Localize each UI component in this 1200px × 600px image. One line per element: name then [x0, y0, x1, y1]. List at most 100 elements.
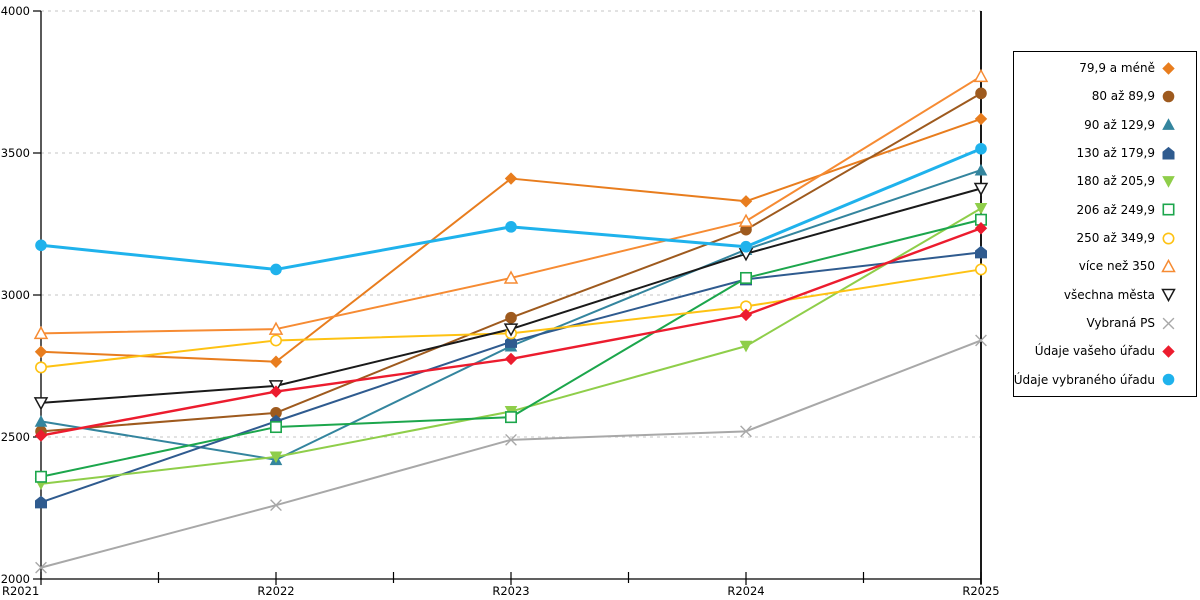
marker-udaje-vybraneho-uradu-R2023 [505, 221, 517, 233]
marker-vsechna-mesta-R2021 [33, 397, 49, 411]
circle-icon [1162, 90, 1175, 103]
marker-79-9-a-mene-R2021 [34, 345, 48, 358]
marker-79-9-a-mene-R2024 [739, 195, 753, 208]
y-tick-label-3000: 3000 [1, 288, 30, 302]
marker-80-az-89-9-R2022 [270, 407, 282, 419]
legend-item-label: Vybraná PS [1086, 316, 1155, 331]
marker-udaje-vybraneho-uradu-R2022 [270, 263, 282, 276]
series-line-80-az-89-9 [40, 92, 982, 433]
marker-vice-nez-350-R2024 [738, 213, 754, 227]
legend-item-90-az-129-9: 90 až 129,9 [1014, 111, 1196, 139]
legend-item-180-az-205-9: 180 až 205,9 [1014, 167, 1196, 195]
marker-206-az-249-9-R2022 [270, 421, 282, 434]
legend-item-vybrana-ps: Vybraná PS [1014, 309, 1196, 337]
triangle-up-open-glyph [1161, 258, 1176, 273]
marker-206-az-249-9-R2024 [740, 271, 752, 284]
triangle-up-icon [1162, 118, 1175, 131]
series-line-vsechna-mesta [40, 187, 982, 404]
triangle-up-glyph [1162, 118, 1175, 131]
x-tick-label-R2024: R2024 [727, 584, 764, 598]
marker-180-az-205-9-R2024 [739, 340, 753, 353]
marker-206-az-249-9-R2023 [505, 411, 517, 424]
triangle-down-icon [1162, 176, 1175, 188]
marker-250-az-349-9-R2021 [35, 361, 47, 374]
triangle-down-glyph [1162, 176, 1175, 188]
marker-79-9-a-mene-R2025 [974, 112, 988, 126]
marker-vsechna-mesta-R2023 [503, 323, 519, 337]
legend-item-80-az-89-9: 80 až 89,9 [1014, 82, 1196, 110]
marker-130-az-179-9-R2021 [35, 495, 47, 509]
pentagon-glyph [1162, 146, 1175, 160]
diamond-glyph [1162, 61, 1175, 75]
triangle-down-open-icon [1161, 289, 1176, 303]
marker-udaje-vaseho-uradu-R2022 [269, 385, 283, 398]
marker-udaje-vaseho-uradu-R2024 [739, 308, 753, 322]
legend-item-label: 90 až 129,9 [1084, 117, 1155, 132]
legend-item-label: 250 až 349,9 [1076, 231, 1155, 246]
y-tick-label-4000: 4000 [1, 4, 30, 18]
marker-vsechna-mesta-R2025 [973, 182, 989, 197]
legend-item-label: 206 až 249,9 [1076, 202, 1155, 217]
marker-vybrana-ps-R2021 [35, 561, 47, 574]
legend-item-label: všechna města [1063, 287, 1155, 302]
legend-item-vice-nez-350: více než 350 [1014, 252, 1196, 280]
legend-item-label: Údaje vašeho úřadu [1034, 344, 1155, 359]
marker-250-az-349-9-R2025 [975, 263, 987, 276]
chart-legend: 79,9 a méně 80 až 89,9 90 až 129,9 130 a… [1013, 51, 1197, 397]
x-tick-label-R2023: R2023 [492, 584, 529, 598]
marker-80-az-89-9-R2025 [975, 87, 987, 100]
x-tick-label-R2022: R2022 [257, 584, 294, 598]
legend-item-label: 80 až 89,9 [1091, 89, 1155, 104]
diamond-glyph [1162, 345, 1175, 358]
circle-open-glyph [1162, 232, 1175, 245]
marker-vice-nez-350-R2025 [973, 68, 989, 83]
triangle-up-open-icon [1161, 258, 1176, 273]
marker-vybrana-ps-R2024 [740, 425, 752, 438]
y-tick-label-2500: 2500 [1, 430, 30, 444]
x-tick-label-R2021: R2021 [2, 584, 39, 598]
legend-item-206-az-249-9: 206 až 249,9 [1014, 196, 1196, 224]
marker-79-9-a-mene-R2022 [269, 355, 283, 368]
circle-glyph [1162, 90, 1175, 103]
marker-udaje-vaseho-uradu-R2025 [974, 222, 988, 235]
square-open-glyph [1162, 203, 1175, 216]
x-tick-label-R2025: R2025 [962, 584, 999, 598]
marker-79-9-a-mene-R2023 [504, 172, 518, 185]
marker-206-az-249-9-R2021 [35, 470, 47, 483]
legend-item-vsechna-mesta: všechna města [1014, 281, 1196, 309]
marker-udaje-vybraneho-uradu-R2021 [35, 239, 47, 252]
y-tick-label-2000: 2000 [1, 572, 30, 586]
legend-item-label: Údaje vybraného úřadu [1013, 372, 1155, 387]
marker-250-az-349-9-R2022 [270, 334, 282, 347]
marker-vice-nez-350-R2021 [33, 325, 49, 340]
circle-open-icon [1162, 232, 1175, 245]
pentagon-icon [1162, 146, 1175, 160]
legend-item-79-9-a-mene: 79,9 a méně [1014, 54, 1196, 82]
diamond-icon [1162, 61, 1175, 75]
series-line-udaje-vybraneho-uradu [39, 147, 983, 271]
legend-item-130-az-179-9: 130 až 179,9 [1014, 139, 1196, 167]
marker-udaje-vybraneho-uradu-R2024 [740, 240, 752, 253]
legend-item-label: více než 350 [1078, 259, 1155, 274]
triangle-down-open-glyph [1161, 289, 1176, 303]
marker-udaje-vaseho-uradu-R2021 [34, 429, 48, 442]
marker-vybrana-ps-R2025 [975, 334, 987, 347]
marker-vice-nez-350-R2022 [268, 321, 284, 335]
legend-item-udaje-vaseho-uradu: Údaje vašeho úřadu [1014, 337, 1196, 365]
marker-130-az-179-9-R2025 [975, 245, 987, 259]
marker-vybrana-ps-R2022 [270, 499, 282, 512]
marker-udaje-vybraneho-uradu-R2025 [975, 142, 987, 155]
marker-vice-nez-350-R2023 [503, 270, 519, 284]
marker-vybrana-ps-R2023 [505, 433, 517, 446]
marker-90-az-129-9-R2021 [34, 415, 48, 427]
marker-90-az-129-9-R2025 [974, 163, 988, 176]
legend-item-label: 79,9 a méně [1079, 61, 1155, 76]
legend-item-udaje-vybraneho-uradu: Údaje vybraného úřadu [1014, 366, 1196, 394]
diamond-icon [1162, 345, 1175, 358]
marker-80-az-89-9-R2023 [505, 311, 517, 324]
x-icon [1162, 317, 1175, 330]
marker-udaje-vaseho-uradu-R2023 [504, 352, 518, 366]
circle-icon [1162, 373, 1175, 386]
legend-item-label: 180 až 205,9 [1076, 174, 1155, 189]
marker-180-az-205-9-R2022 [269, 451, 283, 464]
